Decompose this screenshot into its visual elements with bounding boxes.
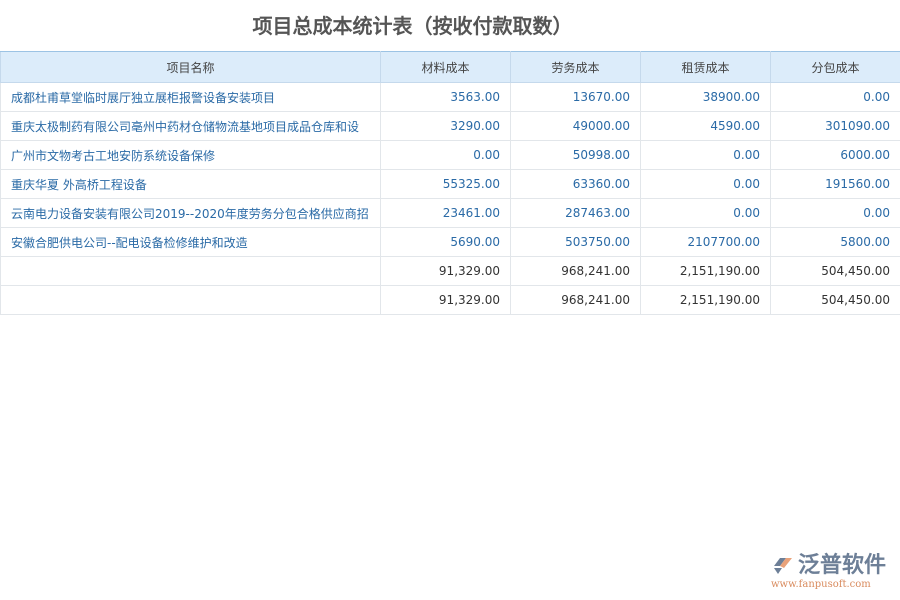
cost-cell: 504,450.00 xyxy=(770,256,900,286)
cost-cell: 968,241.00 xyxy=(510,285,641,315)
cost-cell: 2,151,190.00 xyxy=(640,256,771,286)
cost-cell: 3290.00 xyxy=(380,111,511,141)
column-header[interactable]: 劳务成本 xyxy=(510,51,641,83)
cost-cell: 0.00 xyxy=(380,140,511,170)
cost-cell: 4590.00 xyxy=(640,111,771,141)
project-name-cell[interactable]: 安徽合肥供电公司--配电设备检修维护和改造 xyxy=(0,227,381,257)
column-header[interactable]: 租赁成本 xyxy=(640,51,771,83)
logo-url: www.fanpusoft.com xyxy=(771,579,871,590)
cost-cell: 50998.00 xyxy=(510,140,641,170)
cost-cell: 3563.00 xyxy=(380,82,511,112)
table-row: 重庆华夏 外高桥工程设备 55325.00 63360.00 0.00 191560.0… xyxy=(0,169,900,199)
column-header[interactable]: 项目名称 xyxy=(0,51,381,83)
cost-cell: 91,329.00 xyxy=(380,256,511,286)
cost-cell: 0.00 xyxy=(640,198,771,228)
project-name-cell xyxy=(0,256,381,286)
table-row: 云南电力设备安装有限公司2019--2020年度劳务分包合格供应商招 23461.… xyxy=(0,198,900,228)
logo: 泛普软件 www.fanpusoft.com xyxy=(768,553,898,590)
cost-cell: 191560.00 xyxy=(770,169,900,199)
cost-cell: 5690.00 xyxy=(380,227,511,257)
cost-cell: 301090.00 xyxy=(770,111,900,141)
cost-cell: 6000.00 xyxy=(770,140,900,170)
table-row: 安徽合肥供电公司--配电设备检修维护和改造 5690.00 503750.00 210… xyxy=(0,227,900,257)
cost-cell: 287463.00 xyxy=(510,198,641,228)
project-name-cell[interactable]: 云南电力设备安装有限公司2019--2020年度劳务分包合格供应商招 xyxy=(0,198,381,228)
cost-cell: 91,329.00 xyxy=(380,285,511,315)
cost-cell: 55325.00 xyxy=(380,169,511,199)
total-row: 91,329.00 968,241.00 2,151,190.00 504,450.0… xyxy=(0,285,900,315)
cost-cell: 968,241.00 xyxy=(510,256,641,286)
table-row: 广州市文物考古工地安防系统设备保修 0.00 50998.00 0.00 6000.00 xyxy=(0,140,900,170)
logo-name: 泛普软件 xyxy=(798,553,887,578)
cost-cell: 13670.00 xyxy=(510,82,641,112)
cost-cell: 0.00 xyxy=(640,140,771,170)
project-name-cell[interactable]: 重庆太极制药有限公司亳州中药材仓储物流基地项目成品仓库和设 xyxy=(0,111,381,141)
table-row: 重庆太极制药有限公司亳州中药材仓储物流基地项目成品仓库和设 3290.00 4900… xyxy=(0,111,900,141)
total-row: 91,329.00 968,241.00 2,151,190.00 504,450.0… xyxy=(0,256,900,286)
cost-cell: 23461.00 xyxy=(380,198,511,228)
page-title: 项目总成本统计表（按收付款取数） xyxy=(252,14,573,38)
cost-cell: 2107700.00 xyxy=(640,227,771,257)
table-row: 成都杜甫草堂临时展厅独立展柜报警设备安装项目 3563.00 13670.00 389… xyxy=(0,82,900,112)
cost-cell: 504,450.00 xyxy=(770,285,900,315)
cost-cell: 49000.00 xyxy=(510,111,641,141)
project-name-cell[interactable]: 广州市文物考古工地安防系统设备保修 xyxy=(0,140,381,170)
logo-mark-icon xyxy=(774,558,792,574)
project-name-cell[interactable]: 重庆华夏 外高桥工程设备 xyxy=(0,169,381,199)
cost-cell: 63360.00 xyxy=(510,169,641,199)
cost-cell: 0.00 xyxy=(770,198,900,228)
cost-cell: 2,151,190.00 xyxy=(640,285,771,315)
cost-cell: 0.00 xyxy=(640,169,771,199)
column-header[interactable]: 材料成本 xyxy=(380,51,511,83)
cost-cell: 503750.00 xyxy=(510,227,641,257)
cost-table: 项目名称 材料成本 劳务成本 租赁成本 分包成本 成都杜甫草堂临时展厅独立展柜报警设备安… xyxy=(0,51,900,315)
cost-cell: 0.00 xyxy=(770,82,900,112)
project-name-cell xyxy=(0,285,381,315)
column-header[interactable]: 分包成本 xyxy=(770,51,900,83)
cost-cell: 38900.00 xyxy=(640,82,771,112)
cost-cell: 5800.00 xyxy=(770,227,900,257)
project-name-cell[interactable]: 成都杜甫草堂临时展厅独立展柜报警设备安装项目 xyxy=(0,82,381,112)
